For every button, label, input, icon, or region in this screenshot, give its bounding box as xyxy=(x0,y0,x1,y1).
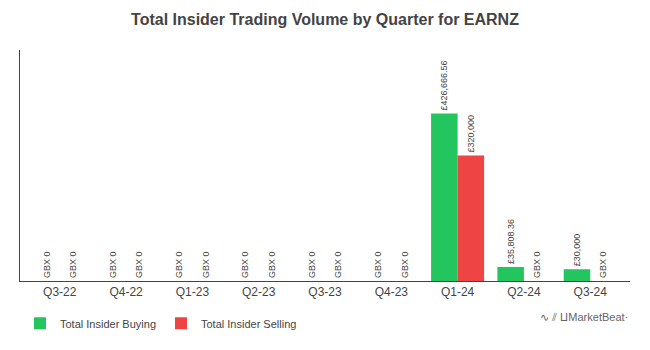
svg-text:Q3-22: Q3-22 xyxy=(43,285,77,299)
svg-text:GBX 0: GBX 0 xyxy=(373,251,383,278)
svg-text:Q4-22: Q4-22 xyxy=(109,285,143,299)
svg-text:GBX 0: GBX 0 xyxy=(201,251,211,278)
svg-text:∿ ⫽ ⨿​MarketBeat·: ∿ ⫽ ⨿​MarketBeat· xyxy=(540,311,628,323)
svg-text:£35,808.36: £35,808.36 xyxy=(506,219,516,264)
svg-text:GBX 0: GBX 0 xyxy=(134,251,144,278)
svg-text:GBX 0: GBX 0 xyxy=(108,251,118,278)
svg-text:Q3-23: Q3-23 xyxy=(308,285,342,299)
svg-text:£426,666.56: £426,666.56 xyxy=(439,61,449,111)
svg-text:GBX 0: GBX 0 xyxy=(307,251,317,278)
svg-text:Total Insider Buying: Total Insider Buying xyxy=(60,318,156,330)
svg-text:£320,000: £320,000 xyxy=(466,115,476,153)
svg-text:GBX 0: GBX 0 xyxy=(400,251,410,278)
svg-text:GBX 0: GBX 0 xyxy=(333,251,343,278)
svg-text:GBX 0: GBX 0 xyxy=(240,251,250,278)
svg-text:Q1-23: Q1-23 xyxy=(176,285,210,299)
svg-text:Q2-23: Q2-23 xyxy=(242,285,276,299)
svg-text:Q3-24: Q3-24 xyxy=(574,285,608,299)
svg-text:GBX 0: GBX 0 xyxy=(68,251,78,278)
svg-text:Q4-23: Q4-23 xyxy=(375,285,409,299)
svg-text:Total Insider Trading Volume b: Total Insider Trading Volume by Quarter … xyxy=(131,11,519,28)
svg-text:Q2-24: Q2-24 xyxy=(507,285,541,299)
svg-text:£30,000: £30,000 xyxy=(572,234,582,267)
svg-text:GBX 0: GBX 0 xyxy=(267,251,277,278)
svg-text:GBX 0: GBX 0 xyxy=(42,251,52,278)
svg-text:Q1-24: Q1-24 xyxy=(441,285,475,299)
svg-text:GBX 0: GBX 0 xyxy=(598,251,608,278)
svg-text:GBX 0: GBX 0 xyxy=(174,251,184,278)
svg-text:Total Insider Selling: Total Insider Selling xyxy=(201,318,296,330)
svg-text:GBX 0: GBX 0 xyxy=(532,251,542,278)
